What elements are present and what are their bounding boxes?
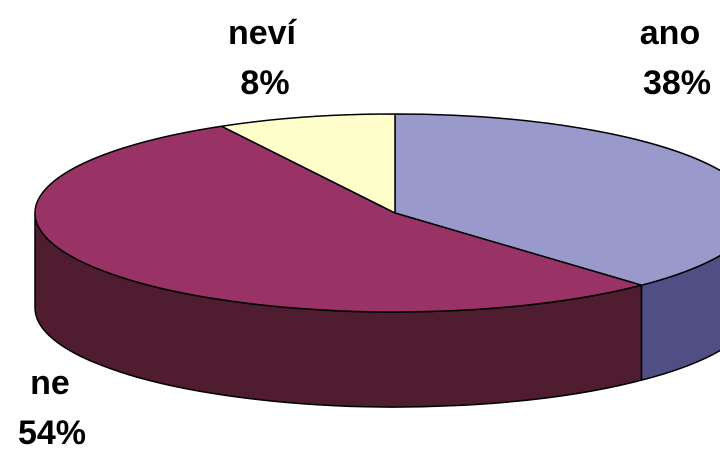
pie-labels: ano 38% ne 54% neví 8% bbox=[18, 14, 711, 452]
slice-label-nevi: neví bbox=[228, 14, 298, 52]
pie-sides bbox=[34, 212, 720, 408]
slice-top-ano bbox=[394, 113, 720, 286]
slice-label-ne: ne bbox=[30, 364, 70, 402]
slice-value-ano: 38% bbox=[643, 64, 711, 102]
slice-top-nevi bbox=[220, 113, 396, 214]
pie-tops bbox=[34, 113, 720, 313]
slice-top-ne bbox=[34, 125, 643, 313]
slice-value-nevi: 8% bbox=[240, 64, 289, 102]
slice-value-ne: 54% bbox=[18, 414, 86, 452]
slice-label-ano: ano bbox=[640, 14, 700, 52]
